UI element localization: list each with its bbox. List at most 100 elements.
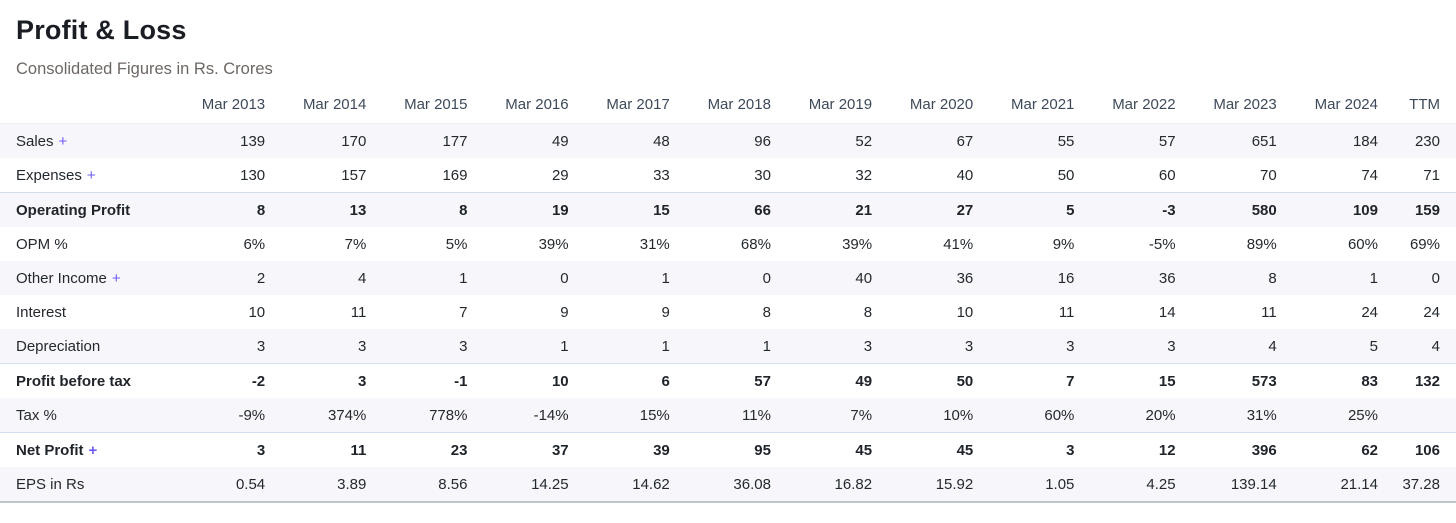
cell-value: 37 xyxy=(551,441,569,459)
table-row: OPM % 6% 7% 5% 39% 31% 68% 39% 41% 9% -5% 89% 60% 69% xyxy=(0,227,1456,261)
table-row: Interest 10 11 7 9 9 8 8 10 11 14 11 24 24 xyxy=(0,295,1456,329)
cell-value: 4 xyxy=(1431,337,1440,355)
cell-value: 60% xyxy=(1347,235,1378,253)
cell-value: 3 xyxy=(256,441,266,459)
cell-value xyxy=(1378,398,1456,433)
header-row: Mar 2013 Mar 2014 Mar 2015 Mar 2016 Mar 2017… xyxy=(0,87,1456,124)
cell-value: 62 xyxy=(1361,441,1378,459)
row-label-text: Sales xyxy=(16,132,54,150)
table-row: Sales +139 170 177 49 48 96 52 67 55 57 651 184 230 xyxy=(0,123,1456,158)
cell-value: 71 xyxy=(1423,166,1440,184)
table-row: Operating Profit 8 13 8 19 15 66 21 27 5 -3 580 109 1… xyxy=(0,192,1456,227)
cell-value: 7 xyxy=(459,303,468,321)
cell-value: 14.62 xyxy=(632,475,670,493)
row-label-text: Interest xyxy=(16,303,67,321)
row-label: Depreciation xyxy=(0,329,164,364)
cell-value: 0 xyxy=(762,269,771,287)
cell-value: 16 xyxy=(1057,269,1075,287)
cell-value: -2 xyxy=(251,372,266,390)
cell-value: 7% xyxy=(344,235,367,253)
cell-value: 8 xyxy=(459,201,468,219)
cell-value: 19 xyxy=(551,201,569,219)
cell-value: 15 xyxy=(1158,372,1176,390)
column-header: Mar 2016 xyxy=(467,87,569,124)
cell-value: 3 xyxy=(256,337,266,355)
cell-value: 66 xyxy=(754,201,771,219)
row-label: Profit before tax xyxy=(0,364,164,399)
cell-value: 23 xyxy=(450,441,468,459)
cell-value: 39 xyxy=(653,441,670,459)
cell-value: 9% xyxy=(1052,235,1075,253)
cell-value: 39% xyxy=(538,235,569,253)
row-label-text: Depreciation xyxy=(16,337,101,355)
cell-value: 6 xyxy=(661,372,670,390)
cell-value: 10 xyxy=(248,303,266,321)
expand-row-button[interactable]: + xyxy=(111,269,121,287)
cell-value: 1 xyxy=(762,337,771,355)
cell-value: 3 xyxy=(1066,337,1075,355)
cell-value: 11 xyxy=(350,441,367,459)
column-header: Mar 2023 xyxy=(1175,87,1277,124)
cell-value: 109 xyxy=(1352,201,1378,219)
cell-value: 580 xyxy=(1251,201,1277,219)
cell-value: 0 xyxy=(560,269,569,287)
cell-value: 67 xyxy=(956,132,974,150)
cell-value: -9% xyxy=(238,406,266,424)
column-header: Mar 2013 xyxy=(164,87,266,124)
cell-value: 3 xyxy=(1167,337,1176,355)
column-header: TTM xyxy=(1378,87,1456,124)
cell-value: 14.25 xyxy=(531,475,569,493)
cell-value: 10 xyxy=(956,303,974,321)
cell-value: 10% xyxy=(943,406,974,424)
column-header: Mar 2017 xyxy=(568,87,670,124)
cell-value: 170 xyxy=(341,132,367,150)
cell-value: 45 xyxy=(956,441,974,459)
table-row: Depreciation 3 3 3 1 1 1 3 3 3 3 4 5 4 xyxy=(0,329,1456,364)
cell-value: 177 xyxy=(442,132,468,150)
column-header: Mar 2014 xyxy=(265,87,367,124)
cell-value: 7 xyxy=(1066,372,1075,390)
row-label-column-header xyxy=(0,87,164,124)
cell-value: 5% xyxy=(445,235,468,253)
cell-value: 3 xyxy=(863,337,873,355)
cell-value: 1 xyxy=(560,337,569,355)
cell-value: 4 xyxy=(357,269,367,287)
cell-value: 374% xyxy=(327,406,367,424)
cell-value: 31% xyxy=(1246,406,1277,424)
row-label-text: Operating Profit xyxy=(16,201,131,219)
cell-value: 11 xyxy=(350,303,367,321)
cell-value: 130 xyxy=(240,166,266,184)
cell-value: 132 xyxy=(1414,372,1440,390)
cell-value: 11 xyxy=(1261,303,1277,321)
row-label-text: Profit before tax xyxy=(16,372,132,390)
cell-value: 40 xyxy=(956,166,974,184)
row-label: OPM % xyxy=(0,227,164,261)
column-header: Mar 2019 xyxy=(770,87,873,124)
expand-row-button[interactable]: + xyxy=(86,166,96,184)
cell-value: 15% xyxy=(639,406,670,424)
row-label: Interest xyxy=(0,295,164,329)
cell-value: 57 xyxy=(754,372,771,390)
cell-value: 12 xyxy=(1158,441,1176,459)
cell-value: 1 xyxy=(661,269,670,287)
cell-value: 49 xyxy=(855,372,873,390)
row-label-text: Other Income xyxy=(16,269,107,287)
cell-value: 36 xyxy=(1158,269,1176,287)
table-row: Other Income +2 4 1 0 1 0 40 36 16 36 8 1 0 xyxy=(0,261,1456,295)
row-label-text: Tax % xyxy=(16,406,57,424)
cell-value: 8 xyxy=(1268,269,1277,287)
cell-value: 55 xyxy=(1057,132,1075,150)
cell-value: 21.14 xyxy=(1340,475,1378,493)
row-label-text: OPM % xyxy=(16,235,68,253)
cell-value: 1.05 xyxy=(1045,475,1075,493)
row-label: Tax % xyxy=(0,398,164,433)
cell-value: 4 xyxy=(1268,337,1277,355)
column-header: Mar 2022 xyxy=(1074,87,1176,124)
expand-row-button[interactable]: + xyxy=(58,132,68,150)
cell-value: 32 xyxy=(855,166,873,184)
cell-value: 25% xyxy=(1347,406,1378,424)
expand-row-button[interactable]: + xyxy=(88,441,98,459)
cell-value: 60 xyxy=(1158,166,1176,184)
cell-value: 96 xyxy=(754,132,771,150)
cell-value: 60% xyxy=(1044,406,1075,424)
